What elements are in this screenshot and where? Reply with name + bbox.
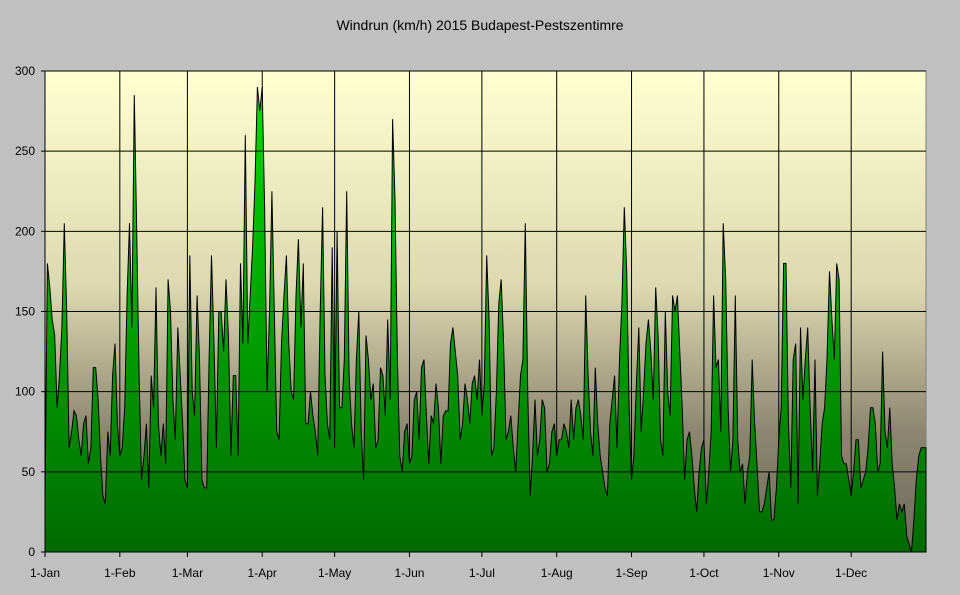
x-tick-label: 1-Mar — [172, 566, 203, 580]
y-tick-label: 150 — [15, 305, 35, 319]
chart-title: Windrun (km/h) 2015 Budapest-Pestszentim… — [336, 17, 623, 33]
x-axis: 1-Jan 1-Feb 1-Mar 1-Apr 1-May 1-Jun 1-Jul 1-Aug… — [30, 551, 926, 580]
x-tick-label: 1-Dec — [835, 566, 867, 580]
x-tick-label: 1-Sep — [616, 566, 648, 580]
x-tick-label: 1-May — [318, 566, 351, 580]
x-tick-label: 1-Oct — [689, 566, 719, 580]
horizontal-gridlines — [45, 70, 926, 473]
y-tick-label: 200 — [15, 224, 35, 238]
y-tick-label: 100 — [15, 385, 35, 399]
y-axis: 0 50 100 150 200 250 300 — [15, 64, 46, 559]
x-tick-label: 1-Jan — [30, 566, 60, 580]
y-tick-label: 250 — [15, 144, 35, 158]
x-tick-label: 1-Jul — [469, 566, 495, 580]
x-tick-label: 1-Aug — [541, 566, 573, 580]
x-tick-label: 1-Jun — [394, 566, 424, 580]
x-tick-label: 1-Nov — [763, 566, 795, 580]
x-tick-label: 1-Apr — [248, 566, 277, 580]
x-tick-label: 1-Feb — [104, 566, 136, 580]
y-tick-label: 50 — [22, 465, 36, 479]
y-tick-label: 300 — [15, 64, 35, 78]
y-tick-label: 0 — [28, 545, 35, 559]
